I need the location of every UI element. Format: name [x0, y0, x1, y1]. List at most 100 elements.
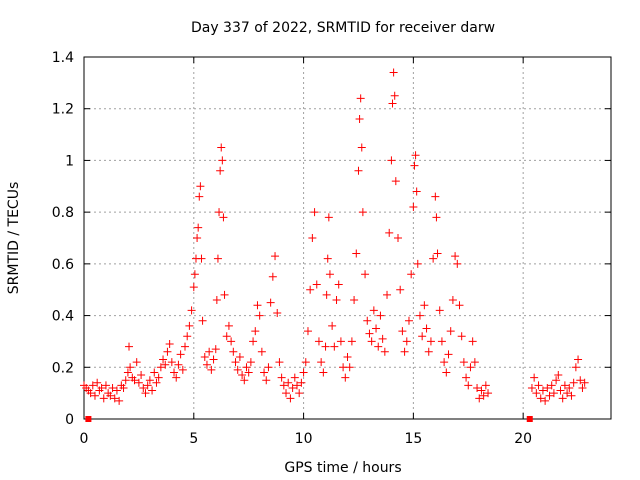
x-tick-label: 0: [80, 431, 89, 447]
data-point: [273, 308, 282, 317]
data-point: [282, 389, 291, 398]
data-point: [99, 394, 108, 403]
data-point: [457, 332, 466, 341]
data-point: [466, 363, 475, 372]
data-point: [229, 347, 238, 356]
y-tick-label: 0.4: [52, 309, 74, 325]
data-point: [527, 383, 536, 392]
data-point: [238, 371, 247, 380]
data-point: [357, 143, 366, 152]
data-point: [290, 373, 299, 382]
data-point: [196, 182, 205, 191]
data-point: [310, 208, 319, 217]
data-point: [257, 347, 266, 356]
data-point: [459, 358, 468, 367]
data-point: [473, 383, 482, 392]
data-point: [266, 298, 275, 307]
x-axis-title: GPS time / hours: [284, 460, 401, 476]
data-point: [470, 358, 479, 367]
data-point: [119, 383, 128, 392]
data-point: [565, 383, 574, 392]
data-point: [432, 213, 441, 222]
data-point: [110, 394, 119, 403]
data-point: [356, 94, 365, 103]
data-point: [345, 363, 354, 372]
data-point: [251, 327, 260, 336]
data-point: [411, 151, 420, 160]
data-point: [547, 381, 556, 390]
data-point: [369, 306, 378, 315]
data-point: [363, 316, 372, 325]
data-point: [108, 383, 117, 392]
data-point: [249, 337, 258, 346]
data-point: [455, 301, 464, 310]
y-tick-label: 1.4: [52, 50, 74, 66]
data-point: [176, 350, 185, 359]
data-point: [402, 337, 411, 346]
data-point: [112, 386, 121, 395]
data-point: [484, 389, 493, 398]
data-point: [262, 376, 271, 385]
data-point: [354, 166, 363, 175]
data-point: [563, 389, 572, 398]
data-point: [412, 187, 421, 196]
data-point: [242, 363, 251, 372]
data-point: [295, 389, 304, 398]
data-point: [90, 391, 99, 400]
data-point: [152, 378, 161, 387]
data-point: [420, 301, 429, 310]
data-point: [174, 360, 183, 369]
data-point: [187, 306, 196, 315]
data-point: [448, 296, 457, 305]
data-point: [219, 213, 228, 222]
data-point: [306, 285, 315, 294]
data-point: [312, 280, 321, 289]
data-point: [410, 161, 419, 170]
data-point: [299, 368, 308, 377]
data-point: [560, 381, 569, 390]
y-tick-label: 0.8: [52, 205, 74, 221]
data-point: [244, 368, 253, 377]
data-point: [123, 368, 132, 377]
data-point: [224, 321, 233, 330]
data-point: [275, 358, 284, 367]
data-point: [367, 337, 376, 346]
data-point: [477, 386, 486, 395]
data-point: [167, 358, 176, 367]
data-point: [451, 252, 460, 261]
data-point: [541, 396, 550, 405]
data-point: [268, 272, 277, 281]
data-point: [350, 296, 359, 305]
data-point: [197, 254, 206, 263]
data-point: [433, 249, 442, 258]
data-point: [189, 283, 198, 292]
data-point: [132, 358, 141, 367]
data-point: [530, 373, 539, 382]
data-point: [413, 259, 422, 268]
data-point: [437, 337, 446, 346]
data-point: [308, 234, 317, 242]
data-point: [325, 270, 334, 279]
data-point: [240, 376, 249, 385]
data-point: [231, 358, 240, 367]
data-point: [536, 394, 545, 403]
data-point: [134, 378, 143, 387]
data-point: [217, 143, 226, 152]
data-point: [578, 383, 587, 392]
y-tick-label: 1: [65, 153, 74, 169]
data-point: [148, 386, 157, 395]
data-point: [446, 327, 455, 336]
data-point: [101, 381, 110, 390]
data-point: [372, 324, 381, 333]
data-point: [549, 389, 558, 398]
data-point: [183, 332, 192, 341]
data-point: [444, 350, 453, 359]
data-point: [347, 337, 356, 346]
data-point: [292, 381, 301, 390]
data-point: [145, 376, 154, 385]
data-points: [80, 68, 589, 422]
data-point: [352, 249, 361, 258]
data-point: [404, 316, 413, 325]
data-point: [121, 376, 130, 385]
